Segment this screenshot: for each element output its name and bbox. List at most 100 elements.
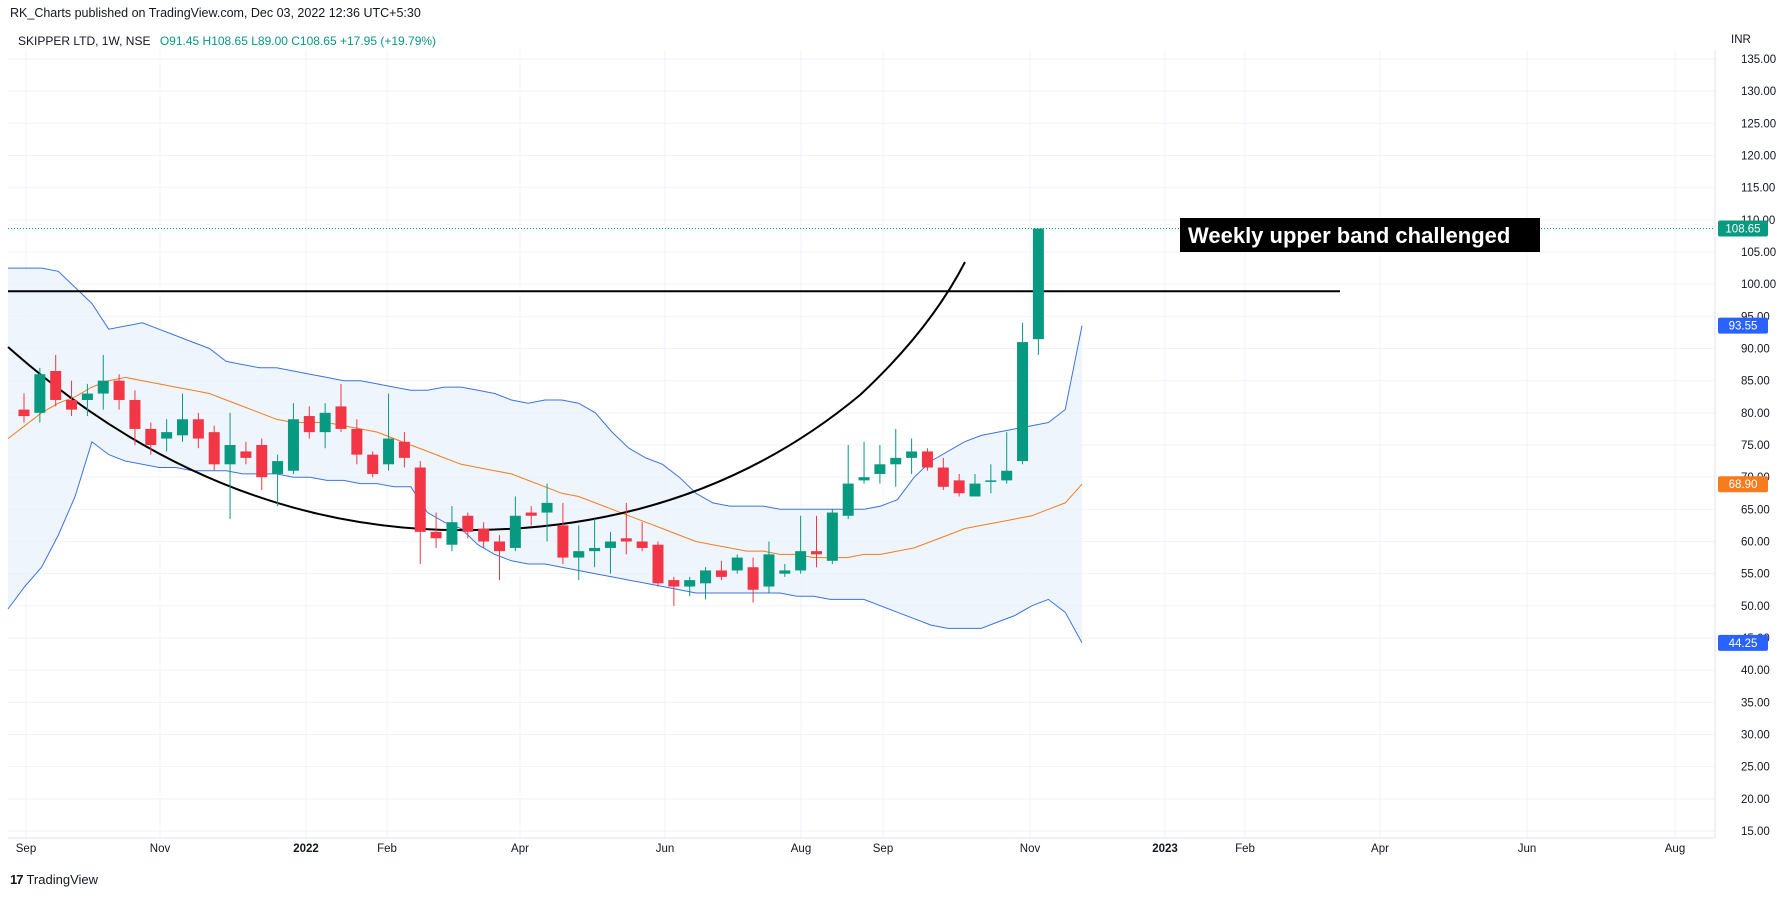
time-tick-label: Sep <box>16 843 36 855</box>
annotation-text: Weekly upper band challenged <box>1188 223 1510 248</box>
candle-body <box>858 477 870 481</box>
candle-body <box>779 570 791 574</box>
candle-body <box>525 512 537 516</box>
candle <box>192 412 204 449</box>
candle <box>240 441 252 465</box>
lower-band-line <box>7 440 1083 644</box>
candle <box>398 432 410 468</box>
candle <box>906 438 918 474</box>
candle-body <box>636 541 648 548</box>
candle-body <box>715 570 727 577</box>
candle-body <box>208 432 220 465</box>
candle <box>969 473 981 497</box>
candle <box>18 393 30 423</box>
candle-body <box>509 515 521 548</box>
candle <box>177 393 188 442</box>
candle-body <box>430 531 442 539</box>
candle-body <box>240 451 252 458</box>
price-label-text: 108.65 <box>1725 224 1760 236</box>
candle <box>842 445 854 519</box>
candle <box>66 380 78 417</box>
candle-body <box>224 445 236 465</box>
candle <box>795 515 807 574</box>
candle-body <box>97 380 109 394</box>
price-tick-label: 85.00 <box>1741 376 1770 388</box>
price-tick-label: 75.00 <box>1741 440 1770 452</box>
price-tick-label: 50.00 <box>1741 601 1770 613</box>
candle-body <box>557 525 569 558</box>
candle <box>953 473 965 497</box>
candle <box>161 419 173 452</box>
price-tick-label: 135.00 <box>1741 54 1776 66</box>
price-tick-label: 80.00 <box>1741 408 1770 420</box>
candle-body <box>700 570 712 584</box>
candle-body <box>953 480 965 494</box>
bollinger-bands <box>7 267 1083 644</box>
candle <box>921 448 933 471</box>
candle <box>367 451 379 478</box>
candle-body <box>1017 342 1029 462</box>
candle <box>208 425 220 471</box>
price-label-bg <box>1718 634 1768 651</box>
candle-body <box>731 557 743 571</box>
candle-body <box>446 522 458 545</box>
candle <box>684 576 696 597</box>
price-label-upper_band: 93.55 <box>1718 317 1768 334</box>
price-tick-label: 40.00 <box>1741 665 1770 677</box>
candle-body <box>34 374 46 413</box>
candle-body <box>18 409 30 417</box>
candle <box>1017 322 1029 465</box>
publisher-line: RK_Charts published on TradingView.com, … <box>10 6 421 20</box>
tradingview-footer[interactable]: 17 TradingView <box>10 872 98 887</box>
price-tick-label: 130.00 <box>1741 86 1776 98</box>
candle <box>573 525 585 581</box>
price-label-text: 44.25 <box>1729 638 1758 650</box>
basis-line <box>7 376 1083 559</box>
candle <box>652 541 664 587</box>
candle-body <box>272 461 284 474</box>
price-tick-label: 15.00 <box>1741 826 1770 838</box>
price-tick-label: 115.00 <box>1741 183 1775 195</box>
candle <box>256 438 268 491</box>
time-tick-label: 2022 <box>293 843 319 855</box>
candle-body <box>985 480 997 482</box>
candle <box>50 354 62 407</box>
time-tick-label: Jun <box>656 843 675 855</box>
time-tick-label: Nov <box>150 843 171 855</box>
candle-body <box>795 551 807 571</box>
candle-body <box>81 393 93 400</box>
candle <box>763 541 775 593</box>
time-axis: Sep Nov 2022 Feb Apr Jun Aug Sep Nov 2023 Feb Apr Ju… <box>8 837 1715 855</box>
tradingview-brand: TradingView <box>26 872 99 887</box>
candle <box>874 445 886 484</box>
candle-body <box>462 515 474 532</box>
candle <box>715 560 727 581</box>
candle-body <box>921 451 933 468</box>
time-tick-label: Nov <box>1020 843 1041 855</box>
candle-body <box>494 541 505 552</box>
candle <box>509 496 521 552</box>
candle <box>890 428 902 487</box>
candle-body <box>874 464 886 474</box>
time-tick-label: 2023 <box>1152 843 1178 855</box>
candle-body <box>684 580 696 587</box>
candle-body <box>129 399 141 429</box>
price-tick-label: 35.00 <box>1741 697 1770 709</box>
time-tick-label: Apr <box>1371 843 1389 855</box>
candle-body <box>1001 470 1013 481</box>
candle <box>335 383 347 433</box>
candle <box>81 383 93 417</box>
candle <box>858 441 870 484</box>
candle <box>636 522 648 552</box>
candle <box>668 576 680 606</box>
candle-body <box>573 551 585 558</box>
time-tick-label: Sep <box>873 843 893 855</box>
price-tick-label: 90.00 <box>1741 344 1770 356</box>
candle-body <box>811 551 822 555</box>
price-labels: 108.65 93.55 68.90 44.25 <box>1718 220 1768 651</box>
price-label-last_price: 108.65 <box>1718 220 1768 237</box>
price-label-bg <box>1718 476 1768 493</box>
candlestick-series <box>18 228 1044 606</box>
candle-body <box>541 502 553 513</box>
